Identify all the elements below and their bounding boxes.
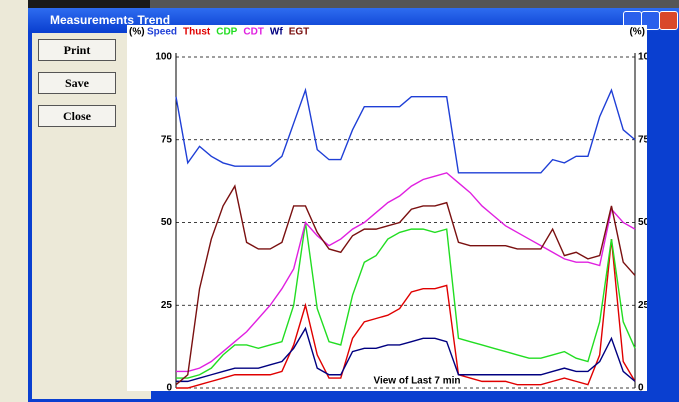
- y-tick-label-left: 25: [161, 300, 173, 311]
- y-tick-label-left: 100: [155, 52, 172, 63]
- y-tick-label-left: 75: [161, 134, 173, 145]
- legend-entry: Thust: [183, 27, 211, 38]
- y-tick-label-right: 25: [638, 300, 647, 311]
- y-tick-label-left: 50: [161, 217, 173, 228]
- series-line: [176, 222, 636, 379]
- y-tick-label-right: 0: [638, 383, 644, 391]
- y-label-left: (%): [129, 27, 145, 38]
- plot-background: [127, 25, 647, 391]
- series-line: [175, 87, 636, 174]
- chart: (%) (%) View of Last 7 min 0 0 25 25 50 50 75 7…: [127, 25, 647, 391]
- legend-entry: CDP: [216, 27, 237, 38]
- y-tick-label-right: 75: [638, 134, 647, 145]
- y-tick-label-left: 0: [166, 383, 172, 391]
- legend-entry: Wf: [270, 27, 283, 38]
- legend-entry: Speed: [147, 27, 177, 38]
- series-line: [175, 184, 636, 386]
- print-button[interactable]: Print: [38, 39, 116, 61]
- background-window: [0, 0, 28, 402]
- legend-entry: CDT: [243, 27, 264, 38]
- close-window-button[interactable]: [659, 11, 678, 30]
- save-button[interactable]: Save: [38, 72, 116, 94]
- background-image: [150, 0, 679, 10]
- close-button[interactable]: Close: [38, 105, 116, 127]
- y-tick-label-right: 100: [638, 52, 647, 63]
- series-line: [176, 238, 636, 389]
- y-tick-label-right: 50: [638, 217, 647, 228]
- y-label-right: (%): [629, 27, 645, 38]
- footer: View of Last 7 min: [373, 376, 460, 387]
- series-line: [176, 326, 636, 383]
- series-line: [176, 172, 636, 373]
- legend-entry: EGT: [289, 27, 310, 38]
